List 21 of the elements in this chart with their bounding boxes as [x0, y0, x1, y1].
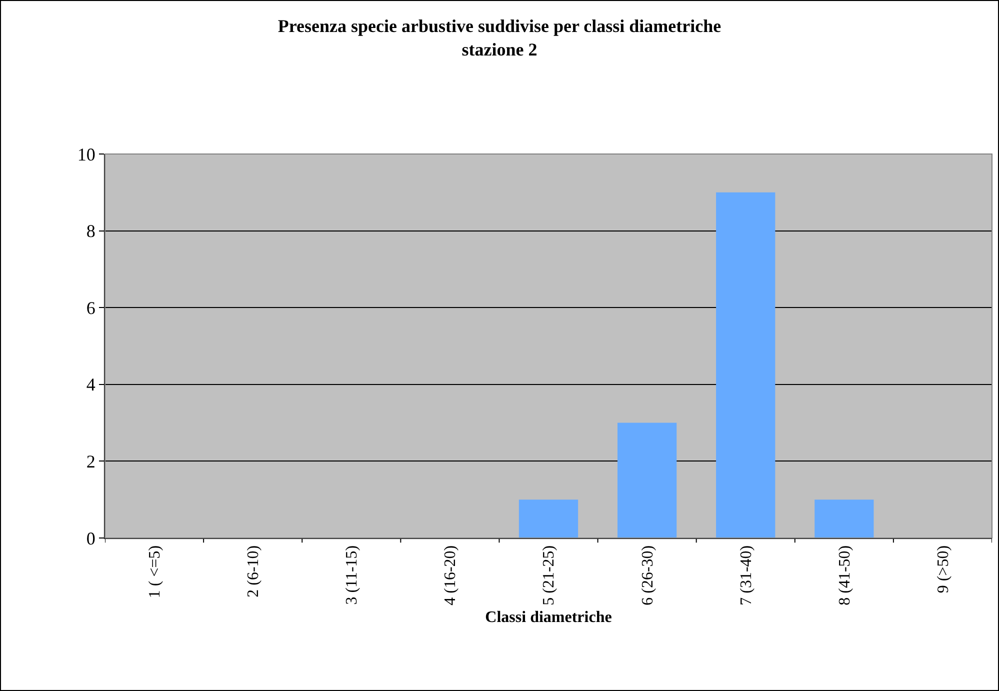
x-tick-label: 5 (21-25)	[540, 545, 558, 606]
y-tick-label: 4	[86, 374, 96, 395]
y-tick-label: 8	[86, 221, 96, 242]
bar	[814, 500, 874, 538]
x-tick-label: 4 (16-20)	[442, 545, 460, 606]
y-tick-label: 2	[86, 452, 96, 472]
x-tick-label: 9 (>50)	[934, 545, 952, 594]
y-tick-label: 0	[86, 528, 96, 548]
x-tick-label: 1 ( <=5)	[146, 545, 164, 598]
y-tick-label: 10	[77, 144, 96, 164]
x-tick-label: 6 (26-30)	[639, 545, 656, 606]
chart-title: Presenza specie arbustive suddivise per classi diametriche stazione 2	[278, 16, 722, 60]
bar	[617, 422, 677, 538]
bar	[716, 192, 776, 538]
x-tick-label: 2 (6-10)	[245, 545, 262, 598]
x-tick-label: 8 (41-50)	[836, 545, 854, 606]
x-axis-title: Classi diametriche	[485, 609, 612, 626]
y-tick-label: 6	[86, 298, 96, 318]
x-tick-label: 7 (31-40)	[738, 545, 755, 606]
x-tick-label: 3 (11-15)	[344, 545, 361, 605]
bar	[518, 500, 578, 538]
